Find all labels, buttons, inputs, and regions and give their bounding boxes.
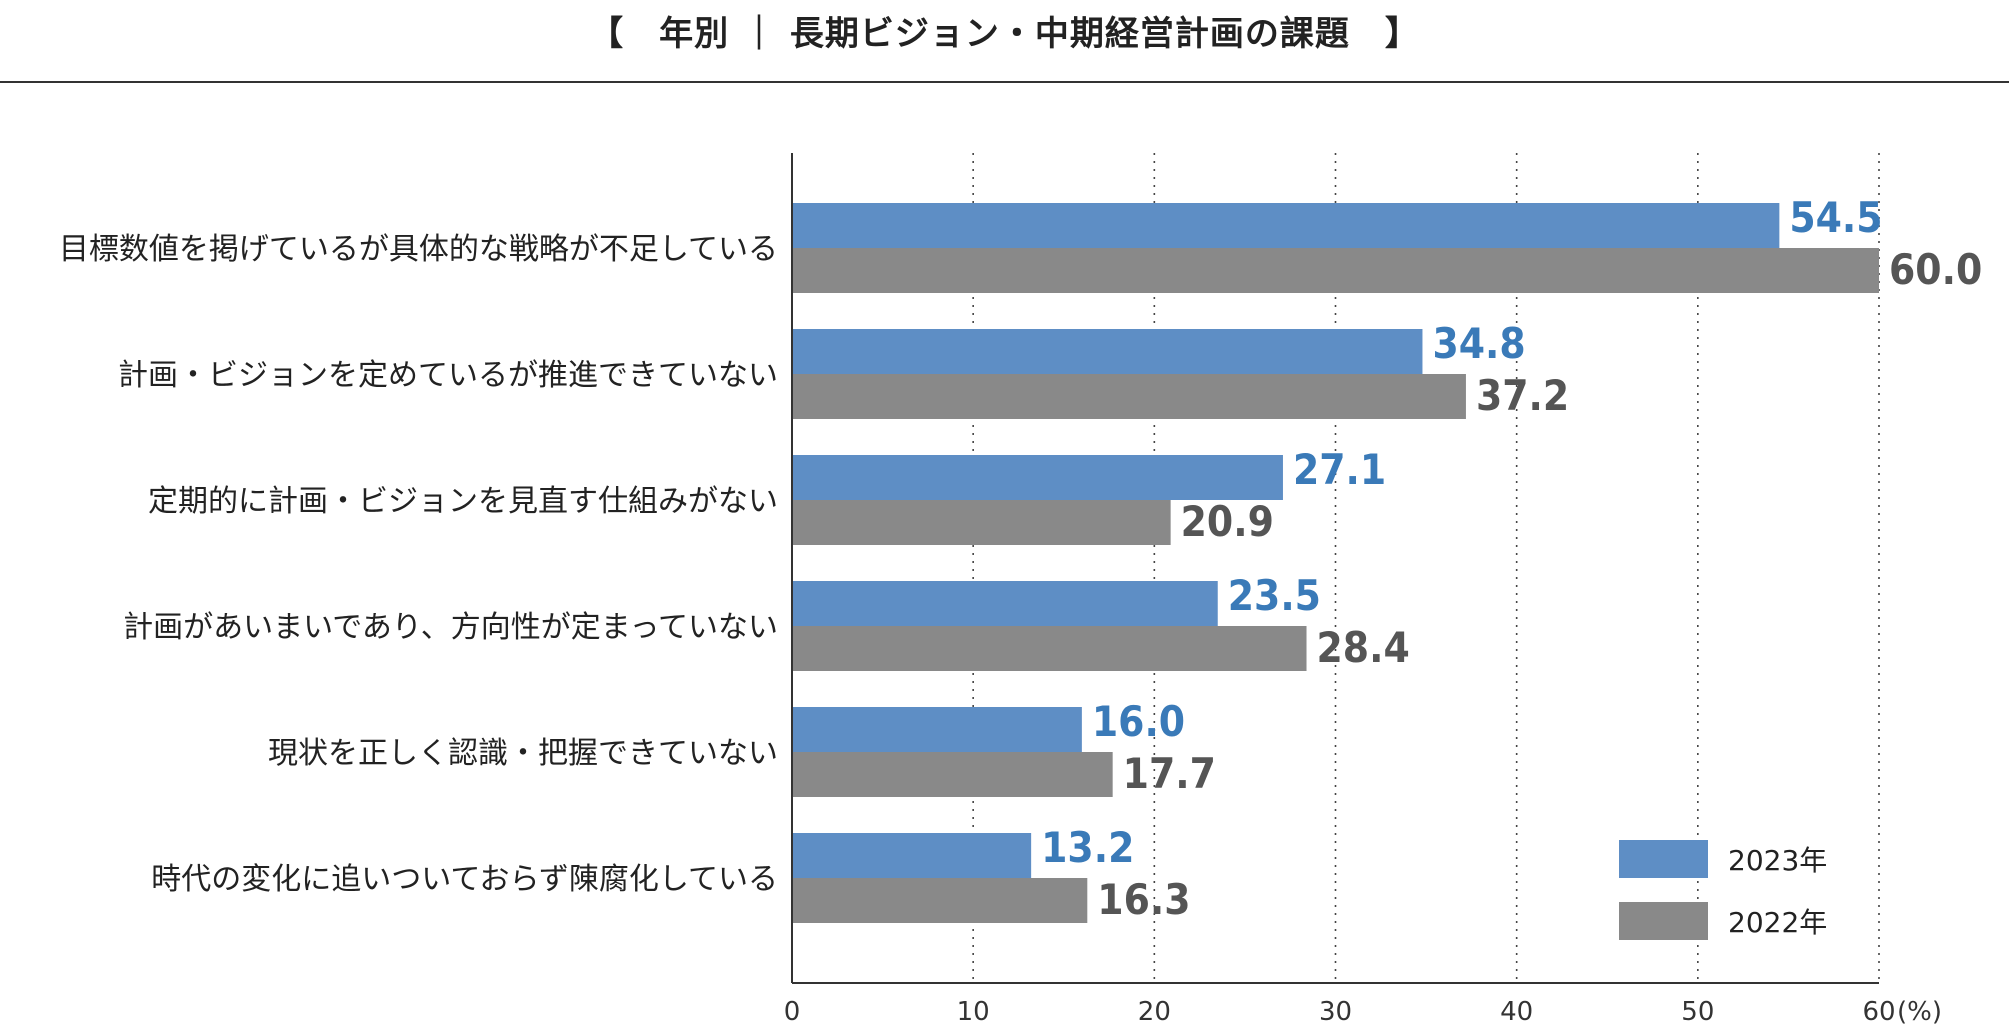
x-tick-label: 60 [1862,997,1895,1024]
category-label: 計画があいまいであり、方向性が定まっていない [123,610,778,645]
x-tick-label: 20 [1138,997,1171,1024]
title-divider [0,81,2009,83]
value-label-2022: 16.3 [1097,875,1190,924]
value-label-2022: 28.4 [1317,623,1410,672]
value-labels: 54.560.0 34.837.2 27.1 20.9 23.528.4 16.017.7… [1041,193,1982,924]
legend-swatch-2023 [1619,840,1708,878]
bar-2023 [792,581,1218,626]
x-tick-label: 30 [1319,997,1352,1024]
category-label: 時代の変化に追いついておらず陳腐化している [151,862,778,897]
value-label-2023: 23.5 [1228,571,1321,620]
legend-swatch-2022 [1619,902,1708,940]
category-label: 計画・ビジョンを定めているが推進できていない [118,358,778,393]
value-label-2023: 54.5 [1789,193,1882,242]
chart-title: 【 年別 ｜ 長期ビジョン・中期経営計画の課題 】 [589,14,1420,54]
value-label-2022: 17.7 [1123,749,1216,798]
legend: 2023年 2022年 [1619,840,1827,940]
bar-2023 [792,329,1423,374]
category-label: 目標数値を掲げているが具体的な戦略が不足している [59,232,778,267]
x-tick-label: 40 [1500,997,1533,1024]
bar-2022 [792,626,1307,671]
x-tick-labels: 0 10 20 30 40 50 60 (%) [784,997,1942,1024]
value-label-2022: 60.0 [1889,245,1982,294]
bar-2023 [792,455,1283,500]
x-unit-label: (%) [1897,997,1942,1024]
value-label-2022: 20.9 [1181,497,1274,546]
title-area: 【 年別 ｜ 長期ビジョン・中期経営計画の課題 】 [0,0,2009,83]
x-tick-label: 0 [784,997,801,1024]
bar-2023 [792,203,1780,248]
value-label-2023: 16.0 [1092,697,1185,746]
bar-2023 [792,707,1082,752]
bar-2022 [792,878,1088,923]
value-label-2023: 27.1 [1293,445,1386,494]
bar-2022 [792,374,1466,419]
axes [791,153,1879,984]
bar-2022 [792,500,1171,545]
category-labels: 目標数値を掲げているが具体的な戦略が不足している計画・ビジョンを定めているが推進… [59,232,778,897]
bars [792,203,1879,923]
x-tick-label: 50 [1681,997,1714,1024]
legend-label-2023: 2023年 [1728,844,1827,877]
value-label-2023: 13.2 [1041,823,1134,872]
legend-label-2022: 2022年 [1728,906,1827,939]
x-tick-label: 10 [957,997,990,1024]
bar-2023 [792,833,1032,878]
value-label-2022: 37.2 [1476,371,1569,420]
category-label: 現状を正しく認識・把握できていない [268,736,778,771]
category-label: 定期的に計画・ビジョンを見直す仕組みがない [148,484,778,519]
bar-2022 [792,248,1879,293]
bar-2022 [792,752,1113,797]
value-label-2023: 34.8 [1432,319,1525,368]
